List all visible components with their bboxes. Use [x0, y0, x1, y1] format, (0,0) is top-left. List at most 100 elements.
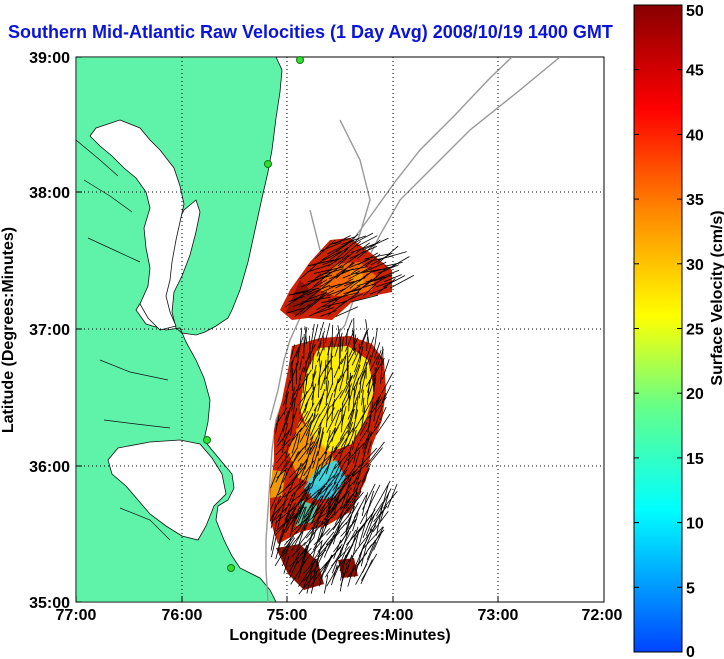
- velocity-vector: [333, 329, 340, 349]
- velocity-vector: [306, 491, 319, 513]
- velocity-vector: [274, 540, 291, 567]
- velocity-vector: [339, 572, 345, 592]
- velocity-vector: [313, 251, 342, 266]
- velocity-vector: [350, 242, 379, 254]
- velocity-vector: [339, 420, 351, 440]
- velocity-vector: [297, 348, 300, 363]
- velocity-vector: [281, 437, 287, 454]
- velocity-vector: [347, 406, 355, 429]
- velocity-vector: [341, 235, 366, 245]
- velocity-vector: [283, 487, 291, 505]
- velocity-vector: [351, 294, 379, 303]
- velocity-vector: [362, 284, 377, 297]
- velocity-vector: [332, 549, 347, 581]
- velocity-vector: [347, 490, 362, 518]
- velocity-vector: [320, 492, 335, 510]
- velocity-vector: [312, 353, 314, 370]
- velocity-vector: [333, 450, 351, 470]
- velocity-vector: [359, 370, 366, 385]
- velocity-vector: [345, 549, 358, 566]
- velocity-vector: [338, 442, 351, 455]
- velocity-vector: [359, 424, 371, 442]
- velocity-vector: [303, 373, 309, 399]
- velocity-vector: [288, 489, 307, 518]
- velocity-vector: [317, 431, 324, 456]
- velocity-vector: [333, 539, 342, 559]
- y-tick-label: 38:00: [29, 185, 70, 202]
- velocity-vector: [346, 552, 368, 578]
- map-title: Southern Mid-Atlantic Raw Velocities (1 …: [8, 22, 613, 42]
- velocity-vector: [382, 359, 390, 380]
- velocity-vector: [370, 252, 393, 266]
- velocity-vector: [326, 407, 335, 422]
- velocity-vector: [329, 246, 349, 260]
- velocity-vector: [355, 242, 370, 254]
- velocity-vector: [352, 430, 357, 450]
- velocity-vector: [299, 457, 309, 471]
- velocity-vector: [306, 273, 322, 287]
- velocity-vector: [290, 344, 296, 359]
- velocity-vector: [339, 543, 354, 572]
- velocity-vector: [383, 384, 392, 400]
- velocity-vector: [346, 443, 365, 462]
- velocity-vector: [367, 440, 372, 455]
- velocity-vector: [334, 407, 342, 427]
- velocity-vector: [298, 568, 320, 595]
- velocity-vector: [285, 379, 291, 398]
- axis-ticks: [75, 56, 605, 603]
- velocity-vector: [291, 432, 299, 454]
- velocity-vector: [337, 439, 348, 463]
- velocity-vector: [291, 389, 295, 412]
- velocity-vector: [325, 455, 333, 475]
- velocity-vector: [320, 374, 326, 391]
- velocity-vector: [326, 409, 339, 433]
- velocity-vector: [340, 414, 344, 433]
- velocity-vector: [333, 461, 342, 479]
- velocity-vector: [362, 353, 369, 371]
- velocity-vector: [297, 441, 314, 462]
- velocity-vector: [317, 475, 335, 492]
- velocity-vector: [270, 503, 276, 529]
- velocity-vector: [285, 293, 306, 308]
- velocity-vector: [352, 512, 359, 532]
- velocity-vector: [275, 414, 280, 434]
- velocity-vector: [270, 520, 278, 551]
- velocity-vector: [381, 372, 394, 394]
- velocity-vector: [270, 471, 278, 489]
- velocity-vector: [340, 492, 355, 511]
- velocity-vector: [293, 299, 312, 307]
- velocity-vector: [321, 243, 348, 261]
- velocity-vector: [303, 326, 308, 349]
- velocity-vector: [322, 301, 347, 307]
- velocity-vector: [313, 272, 331, 287]
- velocity-vector: [310, 323, 315, 344]
- velocity-vector: [317, 396, 324, 412]
- velocity-vector: [341, 336, 344, 352]
- velocity-vector: [348, 337, 359, 357]
- x-tick-label: 73:00: [478, 607, 519, 624]
- velocity-vector: [373, 327, 378, 352]
- velocity-vector: [378, 269, 400, 279]
- velocity-vector: [303, 521, 324, 547]
- velocity-vector: [339, 374, 345, 392]
- velocity-vector: [344, 529, 357, 550]
- velocity-vector: [333, 437, 345, 454]
- velocity-vector: [362, 509, 375, 538]
- velocity-vector: [301, 295, 326, 314]
- velocity-vector: [299, 290, 319, 307]
- velocity-vector: [374, 396, 387, 414]
- velocity-vector: [312, 386, 315, 407]
- velocity-vector: [294, 303, 311, 318]
- velocity-vector: [353, 377, 359, 399]
- velocity-vector: [283, 555, 290, 574]
- velocity-vector: [383, 490, 398, 509]
- velocity-vector: [324, 554, 333, 573]
- velocity-vector: [369, 354, 379, 372]
- velocity-vector: [322, 333, 325, 351]
- velocity-vector: [379, 406, 387, 421]
- x-axis-label: Longitude (Degrees:Minutes): [229, 627, 450, 644]
- velocity-vector: [289, 361, 299, 384]
- velocity-vector: [290, 346, 300, 365]
- velocity-vector: [361, 404, 366, 429]
